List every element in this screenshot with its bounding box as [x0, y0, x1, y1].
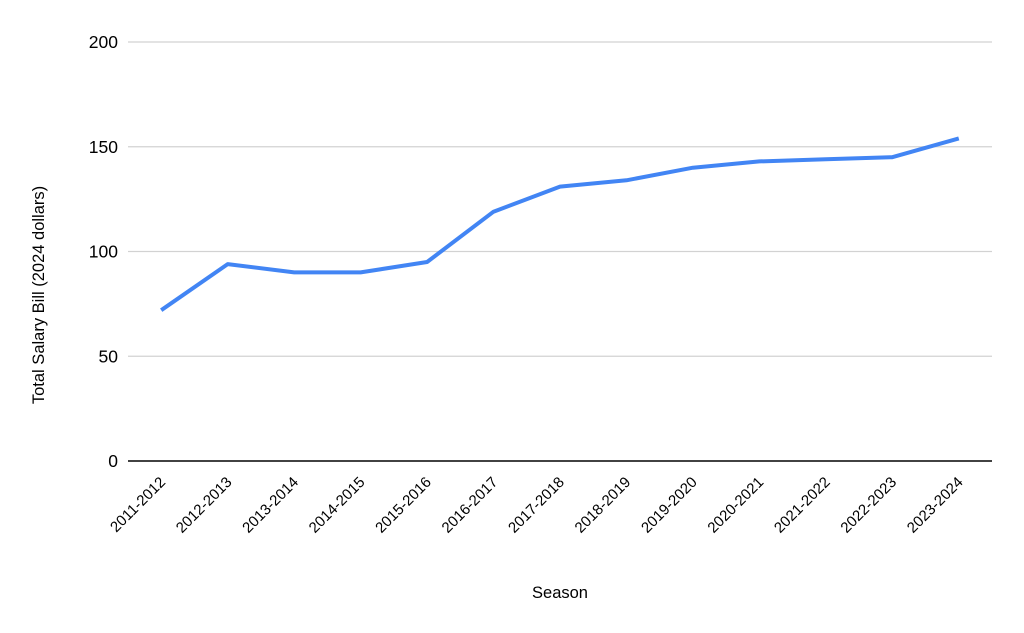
y-tick-label: 100 [89, 242, 118, 262]
x-tick-label: 2016-2017 [439, 474, 502, 537]
gridlines [128, 41, 992, 462]
x-tick-label: 2021-2022 [771, 474, 834, 537]
y-tick-label: 50 [99, 346, 119, 366]
x-tick-label: 2018-2019 [572, 474, 635, 537]
x-tick-label: 2013-2014 [239, 474, 302, 537]
x-tick-label: 2022-2023 [837, 474, 900, 537]
salary-series-line [160, 136, 960, 312]
x-tick-labels: 2011-2012 2012-2013 2013-2014 2014-2015 2015… [107, 474, 966, 537]
y-axis-title: Total Salary Bill (2024 dollars) [30, 186, 48, 404]
x-tick-label: 2019-2020 [638, 474, 701, 537]
x-tick-label: 2014-2015 [306, 474, 369, 537]
x-tick-label: 2012-2013 [173, 474, 236, 537]
x-tick-label: 2023-2024 [904, 474, 967, 537]
x-tick-label: 2011-2012 [107, 474, 169, 536]
x-axis-title: Season [532, 584, 588, 602]
y-tick-label: 0 [108, 451, 118, 471]
x-tick-label: 2020-2021 [704, 474, 767, 537]
series-line-group [160, 136, 960, 312]
y-tick-label: 200 [89, 32, 118, 52]
y-tick-label: 150 [89, 137, 118, 157]
x-tick-label: 2015-2016 [372, 474, 435, 537]
x-tick-label: 2017-2018 [505, 474, 568, 537]
y-tick-labels: 0 50 100 150 200 [89, 32, 118, 471]
